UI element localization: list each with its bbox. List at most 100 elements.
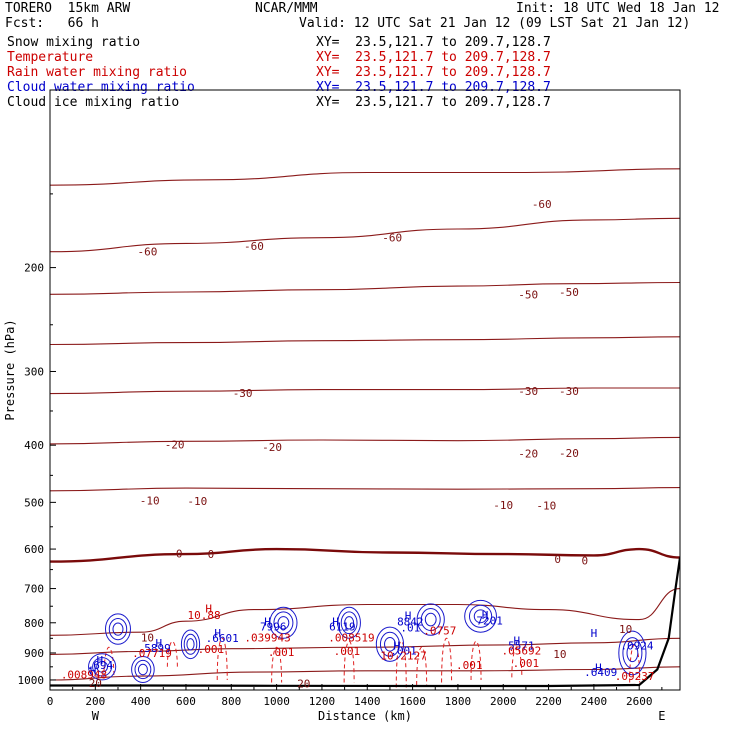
contour-annotation: 8842 [397, 615, 424, 628]
y-tick-label: 500 [24, 496, 44, 509]
legend-label-rain: Rain water mixing ratio [7, 65, 188, 80]
model-label: TORERO 15km ARW [5, 1, 131, 16]
contour-annotation: .0757 [423, 625, 456, 638]
contour-annotation: H [97, 654, 104, 667]
cloud-water-contour [340, 611, 358, 635]
org-label: NCAR/MMM [255, 1, 318, 16]
temperature-contour-minus30 [50, 387, 680, 395]
contour-annotation: .001 [513, 657, 540, 670]
x-tick-label: 600 [176, 695, 196, 708]
y-tick-label: 200 [24, 262, 44, 275]
contour-annotation: .01 [400, 622, 420, 635]
cloud-water-contour [468, 604, 493, 628]
contour-annotation: 5571 [508, 640, 535, 653]
legend-xy-cloud-ice: XY= 23.5,121.7 to 209.7,128.7 [316, 95, 551, 110]
temperature-contour-minus40 [50, 336, 680, 346]
legend-label-snow: Snow mixing ratio [7, 35, 141, 50]
init-time: Init: 18 UTC Wed 18 Jan 12 [516, 1, 720, 16]
cloud-water-contour [96, 661, 109, 673]
plot-area: -60 -60 -60 -60 -50 -50 -30 -30 -30 -20 -20 -20 -20 -… [50, 168, 680, 691]
temperature-label: -30 [518, 385, 538, 398]
rain-contour [441, 637, 453, 683]
rain-contour [271, 646, 283, 683]
rain-contour [395, 640, 407, 688]
contour-annotation: .05692 [501, 645, 541, 658]
contour-annotation: 7996 [260, 621, 287, 634]
cloud-water-contour [186, 638, 195, 651]
rain-contour [511, 646, 523, 678]
contour-annotation: .008519 [328, 631, 374, 644]
cloud-water-contour [183, 633, 198, 655]
cloud-water-contour [420, 608, 441, 632]
contour-annotation: 6119 [329, 621, 356, 634]
legend-xy-rain: XY= 23.5,121.7 to 209.7,128.7 [316, 65, 551, 80]
contour-annotation: H [214, 627, 221, 640]
temperature-label: -20 [559, 447, 579, 460]
cloud-water-contour [180, 629, 201, 660]
legend-xy-temperature: XY= 23.5,121.7 to 209.7,128.7 [316, 50, 551, 65]
cloud-water-contour [273, 611, 294, 635]
y-axis-label: Pressure (hPa) [3, 319, 17, 420]
temperature-label: -50 [518, 288, 538, 301]
y-tick-label: 800 [24, 617, 44, 630]
x-tick-label: 2400 [581, 695, 608, 708]
x-tick-label: 1400 [354, 695, 381, 708]
y-tick-label: 400 [24, 439, 44, 452]
temperature-label: 10 [141, 631, 154, 644]
temperature-label: -20 [165, 439, 185, 452]
x-tick-label: 800 [221, 695, 241, 708]
temperature-contour-minus50 [50, 281, 680, 295]
cloud-water-contour [277, 616, 290, 630]
contour-annotation: H [405, 610, 412, 623]
cloud-water-contour [88, 653, 117, 681]
rain-contour [416, 646, 428, 686]
y-tick-label: 900 [24, 647, 44, 660]
contour-annotation: H [595, 662, 602, 675]
contour-annotation: 10.88 [188, 609, 221, 622]
contour-annotation: 10.2127 [380, 649, 426, 662]
contour-annotation: H [205, 602, 212, 615]
cloud-water-contour [416, 603, 445, 636]
cloud-water-contour [473, 609, 488, 624]
contour-annotation: H [591, 627, 598, 640]
legend-label-cloud-water: Cloud water mixing ratio [7, 80, 195, 95]
x-tick-label: 1800 [445, 695, 472, 708]
temperature-label: 20 [89, 677, 102, 690]
contour-annotation: 7201 [476, 614, 503, 627]
x-end-label-east: E [658, 709, 665, 723]
contour-annotation: .09237 [615, 670, 655, 683]
temperature-label: -20 [518, 447, 538, 460]
temperature-label: -60 [138, 246, 158, 259]
temperature-contour-minus10 [50, 487, 680, 492]
x-tick-label: 2200 [535, 695, 562, 708]
contour-annotation: H [393, 640, 400, 653]
legend-label-temperature: Temperature [7, 50, 94, 65]
temperature-label: 0 [582, 554, 589, 567]
x-axis-label: Distance (km) [318, 709, 412, 723]
x-tick-label: 1200 [309, 695, 336, 708]
y-tick-label: 300 [24, 365, 44, 378]
cloud-water-contour [92, 657, 113, 677]
temperature-label: 10 [619, 623, 632, 636]
temperature-label: -60 [382, 232, 402, 245]
x-tick-label: 0 [47, 695, 54, 708]
temperature-contour-minus60 [50, 217, 680, 253]
temperature-label: -20 [262, 441, 282, 454]
temperature-contour-15 [50, 637, 680, 655]
y-tick-label: 700 [24, 583, 44, 596]
temperature-label: -30 [559, 385, 579, 398]
cloud-water-contour [112, 622, 124, 636]
temperature-label: 20 [297, 678, 310, 691]
cloud-water-contour [337, 606, 361, 639]
temperature-label: -10 [140, 494, 160, 507]
rain-contour [470, 640, 482, 680]
y-tick-label: 1000 [18, 674, 45, 687]
forecast-hour: Fcst: 66 h [5, 16, 99, 31]
contour-annotation: .001 [456, 659, 483, 672]
temperature-label: 0 [208, 548, 215, 561]
cloud-water-contour [269, 606, 298, 639]
contour-annotation: .694 [87, 659, 114, 672]
contour-annotation: .039943 [244, 631, 290, 644]
cloud-water-contour [131, 655, 155, 683]
cloud-water-contour [375, 626, 405, 662]
